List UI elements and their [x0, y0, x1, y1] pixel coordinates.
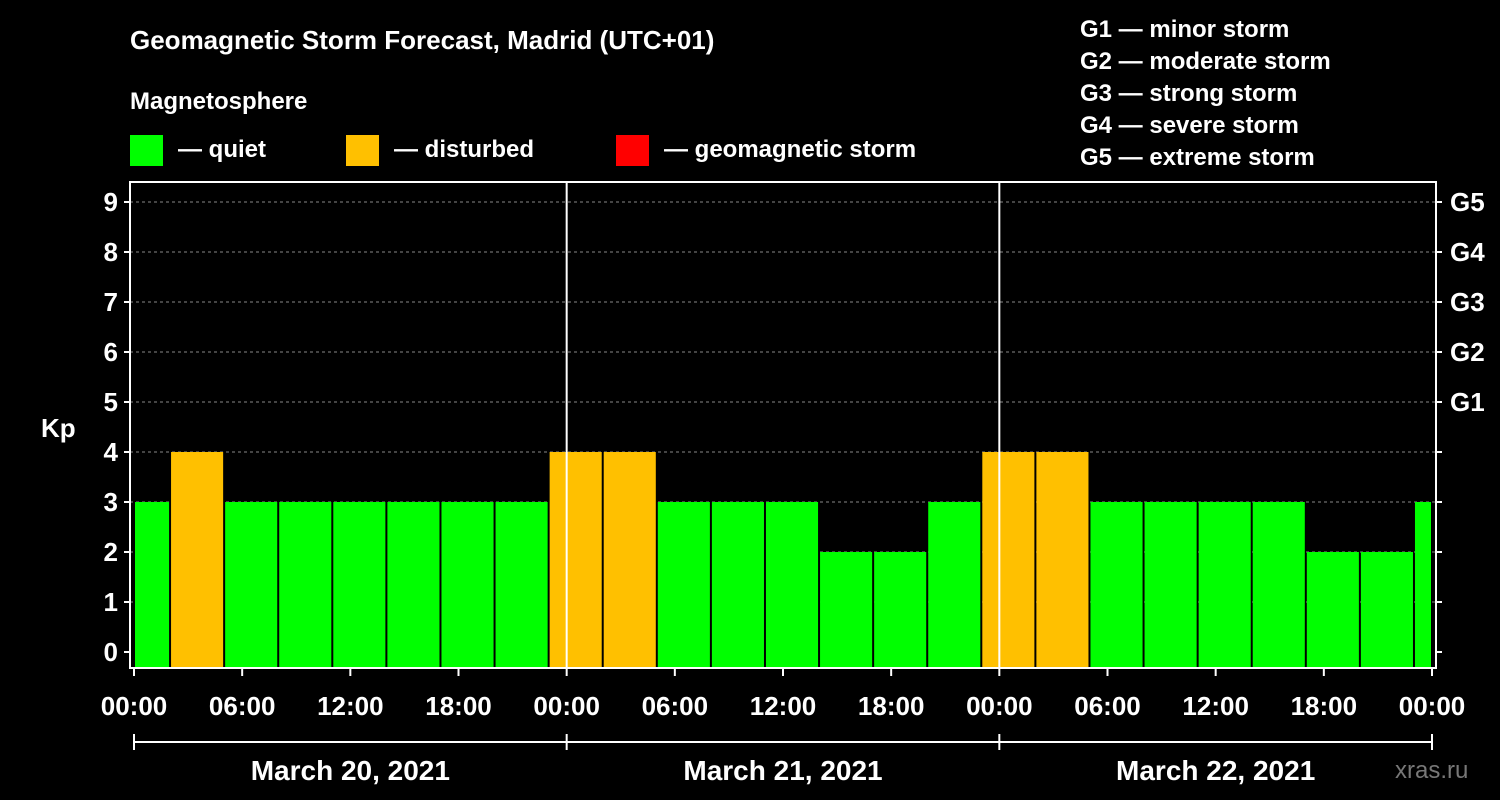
kp-bar — [1144, 502, 1197, 668]
y-tick-label: 8 — [104, 237, 118, 267]
y-tick-label: 2 — [104, 537, 118, 567]
x-tick-label: 06:00 — [209, 691, 276, 721]
x-tick-label: 18:00 — [425, 691, 492, 721]
kp-bar — [171, 452, 224, 668]
kp-bar — [1090, 502, 1143, 668]
y-tick-label: 5 — [104, 387, 118, 417]
storm-scale-g3: G3 — strong storm — [1080, 80, 1297, 107]
y-axis-label: Kp — [41, 413, 76, 443]
kp-bar — [711, 502, 764, 668]
storm-scale-g5: G5 — extreme storm — [1080, 144, 1315, 171]
day-label: March 22, 2021 — [1116, 755, 1315, 786]
storm-scale-g1: G1 — minor storm — [1080, 16, 1289, 43]
x-tick-label: 12:00 — [1182, 691, 1249, 721]
kp-bar — [1252, 502, 1305, 668]
legend-swatch-disturbed — [346, 135, 379, 166]
kp-bar — [549, 452, 602, 668]
kp-bar — [1198, 502, 1251, 668]
kp-bar — [820, 552, 873, 668]
x-tick-label: 00:00 — [533, 691, 600, 721]
kp-bar — [603, 452, 656, 668]
x-tick-label: 18:00 — [858, 691, 925, 721]
g-scale-label: G3 — [1450, 287, 1485, 317]
y-tick-label: 1 — [104, 587, 118, 617]
kp-bar — [765, 502, 819, 668]
kp-bar — [1306, 552, 1359, 668]
g-scale-label: G1 — [1450, 387, 1485, 417]
kp-bar — [928, 502, 981, 668]
y-tick-label: 3 — [104, 487, 118, 517]
kp-bar — [387, 502, 440, 668]
kp-bar — [279, 502, 332, 668]
axis-layer — [124, 181, 1442, 750]
kp-bar — [441, 502, 494, 668]
kp-bar — [225, 502, 278, 668]
g-scale-label: G2 — [1450, 337, 1485, 367]
kp-bar — [982, 452, 1035, 668]
x-tick-label: 00:00 — [966, 691, 1033, 721]
day-label: March 21, 2021 — [683, 755, 882, 786]
x-tick-label: 18:00 — [1291, 691, 1358, 721]
x-tick-label: 12:00 — [750, 691, 817, 721]
g-scale-label: G4 — [1450, 237, 1485, 267]
legend-swatch-storm — [616, 135, 649, 166]
legend-label-storm: — geomagnetic storm — [664, 136, 916, 163]
day-label: March 20, 2021 — [251, 755, 450, 786]
x-tick-label: 00:00 — [1399, 691, 1466, 721]
legend-label-quiet: — quiet — [178, 136, 266, 163]
g-scale-label: G5 — [1450, 187, 1485, 217]
x-tick-label: 00:00 — [101, 691, 168, 721]
x-tick-label: 06:00 — [1074, 691, 1141, 721]
kp-bar — [1036, 452, 1089, 668]
y-tick-label: 0 — [104, 637, 118, 667]
kp-bar — [657, 502, 710, 668]
kp-bar — [874, 552, 927, 668]
kp-bar — [495, 502, 548, 668]
kp-bar — [333, 502, 386, 668]
x-tick-label: 06:00 — [642, 691, 709, 721]
kp-bar — [1414, 502, 1431, 668]
legend-label-disturbed: — disturbed — [394, 136, 534, 163]
storm-scale-g2: G2 — moderate storm — [1080, 48, 1331, 75]
chart-title: Geomagnetic Storm Forecast, Madrid (UTC+… — [130, 25, 714, 55]
storm-scale-g4: G4 — severe storm — [1080, 112, 1299, 139]
legend-swatch-quiet — [130, 135, 163, 166]
legend-heading: Magnetosphere — [130, 88, 307, 115]
y-tick-label: 7 — [104, 287, 118, 317]
y-tick-label: 6 — [104, 337, 118, 367]
y-tick-label: 4 — [104, 437, 119, 467]
kp-bar — [1360, 552, 1413, 668]
x-tick-label: 12:00 — [317, 691, 384, 721]
y-tick-label: 9 — [104, 187, 118, 217]
watermark: xras.ru — [1395, 757, 1468, 784]
kp-bar — [135, 502, 170, 668]
bar-layer — [135, 452, 1431, 668]
label-layer: 0 1 2 3 4 5 6 7 8 9 G1 G2 G3 G4 G5 00:00 06:00 12:00 18:00… — [101, 187, 1485, 786]
